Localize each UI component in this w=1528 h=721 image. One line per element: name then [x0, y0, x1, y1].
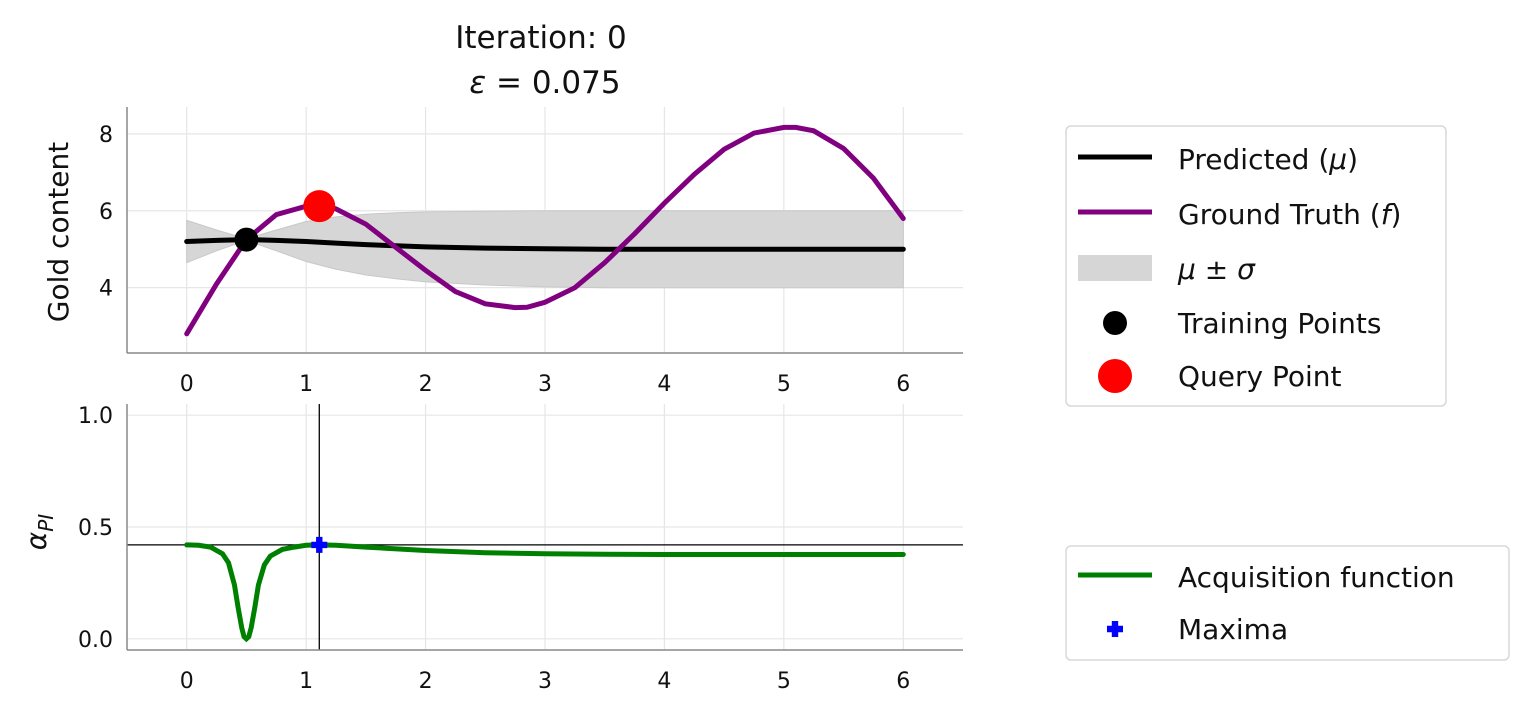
- top-markers: [234, 190, 336, 252]
- top-y-tick-label: 4: [99, 277, 113, 302]
- bottom-axes: [126, 404, 963, 651]
- legend-training-label: Training Points: [1177, 307, 1382, 340]
- top-x-tick-label: 4: [657, 372, 671, 397]
- top-y-axis-label: Gold content: [42, 142, 75, 323]
- query-point: [303, 190, 336, 223]
- bottom-x-tick-label: 3: [538, 669, 552, 694]
- bottom-grid: [127, 404, 963, 650]
- bottom-legend-frame: [1065, 545, 1510, 661]
- predicted-line: [184, 237, 906, 252]
- top-tick-labels: 0 1 2 3 4 5 6 4 6 8: [99, 123, 910, 397]
- legend-query-swatch: [1098, 359, 1132, 393]
- chart-title-line-1: Iteration: 0: [455, 20, 627, 56]
- bottom-y-tick-label: 0.0: [78, 628, 113, 653]
- top-y-tick-label: 8: [99, 123, 113, 148]
- top-x-tick-label: 0: [180, 372, 194, 397]
- top-x-tick-label: 1: [299, 372, 313, 397]
- bottom-markers: [311, 536, 328, 553]
- training-point: [234, 227, 259, 252]
- chart-title-line-2: ε = 0.075: [469, 65, 620, 101]
- maxima-marker: [311, 536, 328, 553]
- legend-acquisition-label: Acquisition function: [1178, 561, 1455, 594]
- top-x-tick-label: 5: [777, 372, 791, 397]
- bottom-x-tick-label: 6: [896, 669, 910, 694]
- legend-band-swatch: [1078, 255, 1152, 281]
- bottom-x-tick-label: 4: [657, 669, 671, 694]
- bottom-x-tick-label: 2: [419, 669, 433, 694]
- legend-ground-truth-label: Ground Truth (f): [1178, 198, 1401, 231]
- top-x-tick-label: 2: [419, 372, 433, 397]
- top-axes: [126, 107, 963, 354]
- legend-predicted-label: Predicted (μ): [1178, 143, 1358, 176]
- bottom-panel: 0 1 2 3 4 5 6 0.0 0.5 1.0 αPI: [20, 404, 963, 694]
- legend-maxima-swatch: [1107, 621, 1123, 637]
- top-x-tick-label: 6: [896, 372, 910, 397]
- bottom-y-axis-label: αPI: [20, 514, 58, 551]
- bottom-x-tick-label: 1: [299, 669, 313, 694]
- bottom-x-tick-label: 5: [777, 669, 791, 694]
- legend-maxima-label: Maxima: [1178, 613, 1288, 646]
- top-y-tick-label: 6: [99, 200, 113, 225]
- legend-training-swatch: [1103, 311, 1127, 335]
- top-x-tick-label: 3: [538, 372, 552, 397]
- top-legend: Predicted (μ) Ground Truth (f) μ ± σ Tra…: [1065, 125, 1447, 407]
- legend-band-label: μ ± σ: [1177, 253, 1256, 286]
- bottom-y-tick-label: 1.0: [78, 404, 113, 429]
- top-legend-frame: [1065, 125, 1447, 407]
- bottom-legend: Acquisition function Maxima: [1065, 545, 1510, 661]
- top-panel: 0 1 2 3 4 5 6 4 6 8 Gold content: [42, 107, 963, 397]
- bottom-y-tick-label: 0.5: [78, 516, 113, 541]
- maxima-crosshair: [127, 404, 963, 650]
- bottom-tick-labels: 0 1 2 3 4 5 6 0.0 0.5 1.0: [78, 404, 910, 694]
- acquisition-line: [184, 542, 906, 643]
- bottom-x-tick-label: 0: [180, 669, 194, 694]
- legend-query-label: Query Point: [1178, 360, 1342, 393]
